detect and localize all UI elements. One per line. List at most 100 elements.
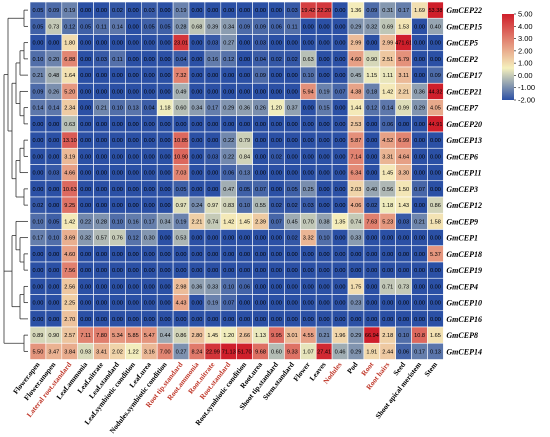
cell-value-label: 51.70 (238, 349, 252, 355)
cell-value-label: 0.00 (80, 203, 91, 209)
cell-value-label: 0.00 (144, 203, 155, 209)
cell-value-label: 0.00 (239, 252, 250, 258)
cell-value-label: 0.00 (128, 252, 139, 258)
cell-value-label: 0.00 (366, 41, 377, 47)
cell-value-label: 0.00 (319, 317, 330, 323)
cell-value-label: 0.05 (33, 24, 44, 30)
cell-value-label: 0.00 (128, 203, 139, 209)
cell-value-label: 0.00 (144, 284, 155, 290)
cell-value-label: 471.61 (395, 41, 412, 47)
cell-value-label: 0.00 (160, 41, 171, 47)
cell-value-label: 0.00 (239, 122, 250, 128)
cell-value-label: 0.00 (239, 317, 250, 323)
cell-value-label: 2.03 (351, 187, 362, 193)
cell-value-label: 0.00 (144, 252, 155, 258)
cell-value-label: 0.00 (335, 236, 346, 242)
cell-value-label: 0.00 (255, 268, 266, 274)
cell-value-label: 0.00 (351, 268, 362, 274)
cell-value-label: 0.00 (160, 301, 171, 307)
cell-value-label: 0.00 (128, 8, 139, 14)
cell-value-label: 7.00 (160, 349, 171, 355)
cell-value-label: 0.18 (366, 89, 377, 95)
cell-value-label: 0.00 (271, 73, 282, 79)
cell-value-label: 0.00 (398, 236, 409, 242)
cell-value-label: 0.00 (48, 203, 59, 209)
cell-value-label: 27.41 (317, 349, 331, 355)
cell-value-label: 0.00 (351, 252, 362, 258)
row-label: GmCEP16 (446, 315, 482, 324)
cell-value-label: 2.25 (64, 301, 75, 307)
cell-value-label: 0.10 (112, 106, 123, 112)
cell-value-label: 0.00 (303, 171, 314, 177)
cell-value-label: 0.00 (112, 317, 123, 323)
cell-value-label: 1.22 (128, 349, 139, 355)
cell-value-label: 1.42 (64, 219, 75, 225)
cell-value-label: 0.00 (255, 252, 266, 258)
cell-value-label: 0.49 (176, 89, 187, 95)
cell-value-label: 0.02 (112, 8, 123, 14)
cell-value-label: 0.00 (128, 301, 139, 307)
cell-value-label: 0.29 (223, 106, 234, 112)
cell-value-label: 0.00 (239, 8, 250, 14)
cell-value-label: 0.34 (160, 219, 171, 225)
cell-value-label: 0.00 (223, 8, 234, 14)
cell-value-label: 0.40 (366, 187, 377, 193)
cell-value-label: 0.00 (414, 236, 425, 242)
cell-value-label: 0.00 (80, 138, 91, 144)
cell-value-label: 1.45 (239, 219, 250, 225)
cell-value-label: 0.44 (160, 333, 171, 339)
cell-value-label: 0.03 (96, 57, 107, 63)
cell-value-label: 0.99 (398, 106, 409, 112)
cell-value-label: 0.00 (335, 284, 346, 290)
cell-value-label: 0.00 (366, 154, 377, 160)
cell-value-label: 1.44 (351, 106, 362, 112)
cell-value-label: 0.00 (207, 252, 218, 258)
cell-value-label: 0.20 (48, 57, 59, 63)
cell-value-label: 0.00 (398, 317, 409, 323)
row-label: GmCEP8 (446, 331, 478, 340)
row-label: GmCEP12 (446, 201, 482, 210)
cell-value-label: 0.00 (207, 268, 218, 274)
cell-value-label: 5.37 (430, 252, 441, 258)
cell-value-label: 0.00 (239, 89, 250, 95)
cell-value-label: 0.31 (382, 8, 393, 14)
cell-value-label: 0.00 (430, 154, 441, 160)
cell-value-label: 0.07 (255, 187, 266, 193)
cell-value-label: 0.00 (414, 154, 425, 160)
legend-tick-label: 0.00 (518, 71, 533, 80)
cell-value-label: 0.00 (160, 154, 171, 160)
cell-value-label: 0.00 (192, 268, 203, 274)
cell-value-label: 0.00 (80, 154, 91, 160)
cell-value-label: 0.10 (48, 236, 59, 242)
cell-value-label: 0.00 (112, 301, 123, 307)
cell-value-label: 0.36 (239, 106, 250, 112)
cell-value-label: 0.00 (366, 301, 377, 307)
cell-value-label: 0.00 (255, 317, 266, 323)
cell-value-label: 0.00 (160, 187, 171, 193)
cell-value-label: 0.13 (430, 349, 441, 355)
cell-value-label: 0.00 (48, 41, 59, 47)
cell-value-label: 0.00 (192, 57, 203, 63)
cell-value-label: 0.00 (223, 236, 234, 242)
cell-value-label: 7.63 (366, 219, 377, 225)
cell-value-label: 0.00 (287, 73, 298, 79)
cell-value-label: 0.00 (414, 138, 425, 144)
cell-value-label: 0.05 (160, 24, 171, 30)
cell-value-label: 0.00 (160, 252, 171, 258)
cell-value-label: 44.91 (428, 122, 442, 128)
cell-value-label: 0.00 (144, 154, 155, 160)
cell-value-label: 0.00 (303, 317, 314, 323)
cell-value-label: 71.13 (222, 349, 236, 355)
cell-value-label: 0.48 (48, 73, 59, 79)
cell-value-label: 0.00 (335, 57, 346, 63)
cell-value-label: 0.00 (144, 122, 155, 128)
cell-value-label: 0.21 (414, 219, 425, 225)
cell-value-label: 0.00 (414, 317, 425, 323)
cell-value-label: 9.33 (287, 349, 298, 355)
cell-value-label: 0.00 (366, 317, 377, 323)
cell-value-label: 0.33 (351, 236, 362, 242)
cell-value-label: 0.00 (112, 41, 123, 47)
cell-value-label: 2.98 (176, 284, 187, 290)
cell-value-label: 0.83 (223, 203, 234, 209)
cell-value-label: 10.8 (414, 333, 425, 339)
